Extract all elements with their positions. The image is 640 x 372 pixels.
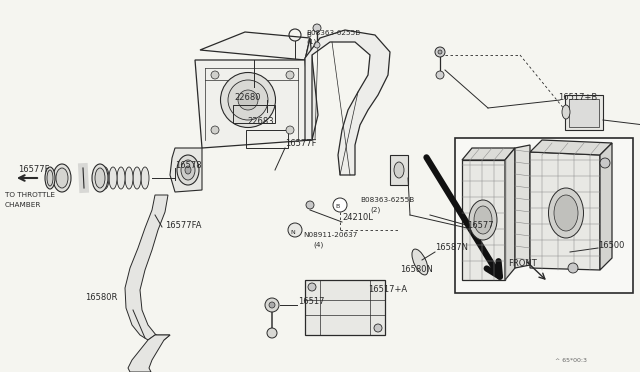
Ellipse shape [185,166,191,174]
Circle shape [286,71,294,79]
Text: 16517: 16517 [298,298,324,307]
Circle shape [374,324,382,332]
Polygon shape [515,145,530,268]
Polygon shape [195,60,312,148]
Circle shape [436,71,444,79]
Polygon shape [390,155,408,185]
Polygon shape [462,148,515,160]
Text: 16500: 16500 [598,241,625,250]
Polygon shape [170,148,202,192]
Polygon shape [128,335,170,372]
Circle shape [600,158,610,168]
Bar [305,280,385,335]
Ellipse shape [109,167,117,189]
Ellipse shape [141,167,149,189]
Circle shape [314,42,320,48]
Circle shape [265,298,279,312]
Ellipse shape [394,162,404,178]
Text: FRONT: FRONT [508,259,537,267]
Ellipse shape [125,167,133,189]
Bar [455,138,633,293]
Text: B08363-6255B: B08363-6255B [306,30,360,36]
Polygon shape [530,152,600,270]
Polygon shape [530,140,612,155]
Polygon shape [125,195,170,340]
Ellipse shape [469,200,497,240]
Ellipse shape [412,249,428,275]
Ellipse shape [133,167,141,189]
Ellipse shape [228,80,268,120]
Circle shape [435,47,445,57]
Text: TO THROTTLE: TO THROTTLE [5,192,55,198]
Polygon shape [600,143,612,270]
Circle shape [288,223,302,237]
Text: 16577F: 16577F [285,140,317,148]
Text: 22680: 22680 [234,93,260,102]
Circle shape [269,302,275,308]
Circle shape [211,126,219,134]
Text: (4): (4) [313,242,323,248]
Text: (2): (2) [370,207,380,213]
Ellipse shape [238,90,258,110]
Polygon shape [305,30,390,175]
Text: B: B [306,32,311,38]
Polygon shape [305,38,318,140]
Text: 16577F: 16577F [18,166,49,174]
Bar [246,130,288,148]
Ellipse shape [548,188,584,238]
Ellipse shape [474,206,492,234]
Bar [565,95,603,130]
Ellipse shape [95,168,105,188]
Ellipse shape [53,164,71,192]
Circle shape [333,198,347,212]
Ellipse shape [562,105,570,119]
Ellipse shape [56,168,68,188]
Bar [233,105,275,123]
Polygon shape [505,148,515,280]
Text: N: N [290,230,295,234]
Circle shape [267,328,277,338]
Text: 24210L: 24210L [342,214,373,222]
Ellipse shape [101,167,109,189]
Bar [569,99,599,127]
Polygon shape [200,32,310,60]
Text: (1): (1) [306,39,316,45]
Circle shape [211,71,219,79]
Ellipse shape [221,73,275,128]
Text: 16587N: 16587N [435,244,468,253]
Circle shape [438,50,442,54]
Text: CHAMBER: CHAMBER [5,202,42,208]
Ellipse shape [47,170,53,186]
Text: 16517+B: 16517+B [558,93,597,102]
Text: ^ 65*00:3: ^ 65*00:3 [555,357,587,362]
Text: 16580N: 16580N [400,266,433,275]
Ellipse shape [181,160,195,180]
Circle shape [568,263,578,273]
Text: N08911-20637: N08911-20637 [303,232,357,238]
Ellipse shape [92,164,108,192]
Circle shape [313,24,321,32]
Polygon shape [462,160,505,280]
Text: 22683: 22683 [247,118,274,126]
Text: 16577FA: 16577FA [165,221,202,230]
Circle shape [306,201,314,209]
Text: 16578: 16578 [175,160,202,170]
Circle shape [308,283,316,291]
Circle shape [286,126,294,134]
Ellipse shape [45,167,55,189]
Text: 16580R: 16580R [85,294,117,302]
Ellipse shape [117,167,125,189]
Ellipse shape [177,155,199,185]
Text: 16517+A: 16517+A [368,285,407,295]
Text: B08363-6255B: B08363-6255B [360,197,414,203]
Text: 16577: 16577 [467,221,493,230]
Text: B: B [335,205,339,209]
Ellipse shape [554,195,578,231]
